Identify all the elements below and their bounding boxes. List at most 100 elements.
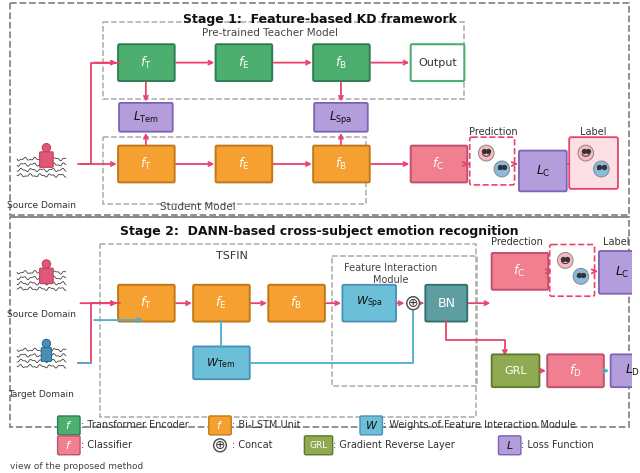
Text: $f_\mathrm{E}$: $f_\mathrm{E}$ (237, 156, 249, 172)
Text: $f_\mathrm{B}$: $f_\mathrm{B}$ (335, 156, 347, 172)
Text: $L_\mathrm{Spa}$: $L_\mathrm{Spa}$ (329, 109, 353, 126)
Circle shape (578, 145, 593, 161)
Text: Stage 1:  Feature-based KD framework: Stage 1: Feature-based KD framework (182, 13, 456, 26)
Circle shape (42, 339, 51, 348)
Circle shape (407, 297, 419, 310)
Text: $L_\mathrm{Tem}$: $L_\mathrm{Tem}$ (133, 110, 159, 125)
Text: $f_\mathrm{E}$: $f_\mathrm{E}$ (237, 54, 249, 70)
Text: view of the proposed method: view of the proposed method (10, 462, 143, 471)
Text: $\oplus$: $\oplus$ (214, 439, 226, 452)
Bar (103, 137, 366, 204)
FancyBboxPatch shape (313, 146, 370, 183)
Text: : Loss Function: : Loss Function (522, 440, 594, 450)
Text: Target Domain: Target Domain (8, 390, 74, 399)
Text: $f_\mathrm{T}$: $f_\mathrm{T}$ (140, 156, 152, 172)
FancyBboxPatch shape (547, 354, 604, 387)
Text: Source Domain: Source Domain (7, 201, 76, 210)
FancyBboxPatch shape (492, 253, 548, 290)
Text: Stage 2:  DANN-based cross-subject emotion recognition: Stage 2: DANN-based cross-subject emotio… (120, 225, 519, 237)
Text: Feature Interaction
Module: Feature Interaction Module (344, 263, 437, 285)
Text: Source Domain: Source Domain (7, 310, 76, 319)
FancyBboxPatch shape (314, 103, 368, 131)
Text: GRL: GRL (309, 441, 328, 450)
Circle shape (593, 161, 609, 177)
Circle shape (214, 439, 227, 452)
Bar (100, 244, 476, 418)
FancyBboxPatch shape (216, 44, 272, 81)
Circle shape (573, 268, 589, 284)
Text: $f$: $f$ (65, 439, 72, 451)
FancyBboxPatch shape (411, 146, 467, 183)
Text: : Transformer Encoder: : Transformer Encoder (81, 420, 188, 430)
Text: $f$: $f$ (65, 420, 72, 431)
Text: : Concat: : Concat (232, 440, 272, 450)
Text: $f_\mathrm{E}$: $f_\mathrm{E}$ (215, 295, 227, 311)
FancyBboxPatch shape (58, 436, 80, 455)
Bar (10, 3, 628, 215)
Text: $f_\mathrm{T}$: $f_\mathrm{T}$ (140, 295, 152, 311)
FancyBboxPatch shape (519, 150, 567, 192)
FancyBboxPatch shape (119, 103, 173, 131)
Text: $f_\mathrm{B}$: $f_\mathrm{B}$ (335, 54, 347, 70)
Text: $f_\mathrm{C}$: $f_\mathrm{C}$ (433, 156, 445, 172)
FancyBboxPatch shape (499, 436, 521, 455)
FancyBboxPatch shape (305, 436, 333, 455)
FancyBboxPatch shape (118, 146, 175, 183)
Text: $f$: $f$ (216, 420, 223, 431)
FancyBboxPatch shape (41, 348, 51, 361)
Text: GRL: GRL (504, 366, 527, 376)
Text: $\oplus$: $\oplus$ (408, 297, 419, 310)
Bar (10, 217, 628, 428)
Text: $f_\mathrm{C}$: $f_\mathrm{C}$ (513, 263, 525, 280)
Circle shape (479, 145, 494, 161)
Text: $L_\mathrm{D}$: $L_\mathrm{D}$ (625, 363, 640, 378)
FancyBboxPatch shape (193, 346, 250, 379)
FancyBboxPatch shape (342, 285, 396, 322)
Text: Predection: Predection (491, 236, 543, 246)
Bar (332, 256, 477, 385)
FancyBboxPatch shape (118, 44, 175, 81)
FancyBboxPatch shape (216, 146, 272, 183)
Text: $f_\mathrm{D}$: $f_\mathrm{D}$ (569, 363, 581, 379)
FancyBboxPatch shape (611, 354, 640, 387)
Text: Pre-trained Teacher Model: Pre-trained Teacher Model (202, 28, 339, 38)
Text: BN: BN (437, 297, 455, 310)
Text: $L_\mathrm{C}$: $L_\mathrm{C}$ (614, 265, 629, 280)
Text: $W$: $W$ (365, 420, 378, 431)
FancyBboxPatch shape (426, 285, 467, 322)
Circle shape (494, 161, 509, 177)
Text: $W_\mathrm{Tem}$: $W_\mathrm{Tem}$ (206, 356, 236, 370)
Bar (103, 22, 464, 99)
Text: : Weights of Feature Interaction Module: : Weights of Feature Interaction Module (383, 420, 576, 430)
FancyBboxPatch shape (360, 416, 383, 435)
Text: Output: Output (418, 58, 457, 68)
FancyBboxPatch shape (40, 268, 53, 284)
Text: TSFIN: TSFIN (216, 252, 248, 262)
FancyBboxPatch shape (569, 137, 618, 189)
Circle shape (42, 143, 51, 152)
Text: $L_\mathrm{C}$: $L_\mathrm{C}$ (536, 163, 550, 178)
Text: Label: Label (580, 127, 607, 137)
FancyBboxPatch shape (118, 285, 175, 322)
Text: : Classifier: : Classifier (81, 440, 132, 450)
FancyBboxPatch shape (209, 416, 231, 435)
Text: : Gradient Reverse Layer: : Gradient Reverse Layer (333, 440, 455, 450)
FancyBboxPatch shape (599, 251, 640, 294)
Text: $f_\mathrm{T}$: $f_\mathrm{T}$ (140, 54, 152, 70)
FancyBboxPatch shape (492, 354, 540, 387)
Circle shape (557, 253, 573, 268)
FancyBboxPatch shape (58, 416, 80, 435)
Text: $L$: $L$ (506, 439, 513, 451)
Text: Label: Label (603, 236, 630, 246)
Text: : Bi-LSTM Unit: : Bi-LSTM Unit (232, 420, 300, 430)
Circle shape (42, 260, 51, 268)
Text: Student Model: Student Model (160, 202, 236, 212)
Text: $f_\mathrm{B}$: $f_\mathrm{B}$ (290, 295, 302, 311)
FancyBboxPatch shape (268, 285, 325, 322)
FancyBboxPatch shape (193, 285, 250, 322)
FancyBboxPatch shape (313, 44, 370, 81)
Text: Prediction: Prediction (469, 127, 517, 137)
Text: $W_\mathrm{Spa}$: $W_\mathrm{Spa}$ (356, 295, 383, 311)
FancyBboxPatch shape (40, 152, 53, 167)
FancyBboxPatch shape (411, 44, 465, 81)
